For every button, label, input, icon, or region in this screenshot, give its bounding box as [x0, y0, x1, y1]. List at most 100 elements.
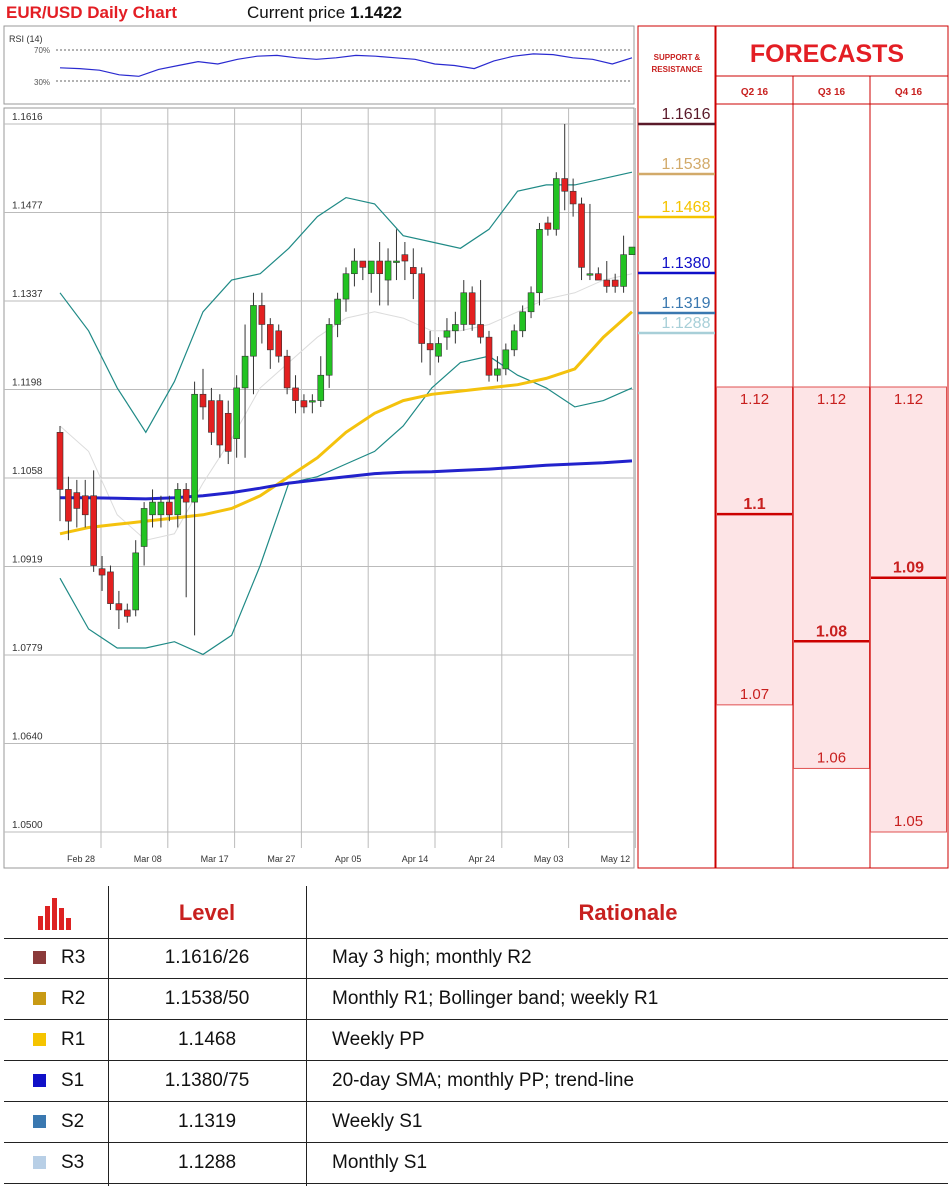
- y-tick-label: 1.1616: [12, 112, 43, 123]
- table-header: Level Rationale: [4, 886, 948, 939]
- level-value: 1.1288: [177, 1152, 237, 1173]
- candle-body: [620, 254, 627, 287]
- quarter-label: Q4 16: [895, 87, 923, 98]
- bar-chart-icon: [38, 898, 71, 930]
- chart-title: EUR/USD Daily Chart: [6, 3, 177, 22]
- y-tick-label: 1.1058: [12, 466, 43, 477]
- candle-body: [107, 571, 114, 604]
- candle-body: [494, 368, 501, 376]
- candle-body: [275, 330, 283, 357]
- forecast-range-box: [870, 386, 947, 833]
- candle-body: [317, 374, 325, 401]
- forecast-columns: Q2 16 1.12 1.1 1.07 Q3 16 1.12 1.08 1.06 Q4 16 1.…: [716, 76, 947, 868]
- rsi-line: [59, 53, 633, 77]
- candle-body: [199, 393, 207, 408]
- eurusd-chart: RSI (14) 70% 30% 1.1616 1.1477 1.1337 1.119…: [3, 25, 949, 869]
- candle-body: [468, 292, 476, 325]
- candle-body: [359, 260, 367, 268]
- candle-body: [81, 495, 89, 516]
- table-row: S3 1.1288 Monthly S1: [4, 1143, 948, 1184]
- candle-body: [258, 305, 266, 325]
- candle-body: [367, 260, 375, 275]
- candle-body: [477, 324, 484, 338]
- level-name: S3: [61, 1152, 85, 1173]
- candle-body: [401, 254, 409, 262]
- level-rationale: May 3 high; monthly R2: [332, 947, 532, 968]
- forecast-range-box: [716, 386, 793, 706]
- level-color-swatch: [33, 1156, 46, 1169]
- indicators: [59, 171, 633, 656]
- candle-body: [132, 552, 140, 611]
- sma50-line: [59, 310, 633, 536]
- candle-body: [376, 260, 383, 275]
- candle-body: [544, 222, 552, 230]
- level-name: R3: [61, 947, 86, 968]
- rsi-level-30: 30%: [34, 78, 50, 87]
- level-name: S1: [61, 1070, 85, 1091]
- forecast-high: 1.12: [740, 391, 769, 408]
- candle-body: [149, 501, 156, 516]
- header-rationale: Rationale: [578, 900, 678, 925]
- candle-body: [351, 260, 358, 275]
- candle-body: [485, 336, 493, 376]
- candle-body: [191, 393, 198, 503]
- level-rationale: Monthly S1: [332, 1152, 428, 1173]
- table-row: R1 1.1468 Weekly PP: [4, 1020, 948, 1061]
- candle-body: [123, 609, 131, 617]
- y-tick-label: 1.1337: [12, 289, 43, 300]
- table-row: R3 1.1616/26 May 3 high; monthly R2: [4, 938, 948, 979]
- rsi-label: RSI (14): [9, 34, 43, 44]
- level-color-swatch: [33, 992, 46, 1005]
- candle-body: [342, 273, 350, 300]
- level-rationale: Weekly PP: [332, 1029, 425, 1050]
- col-divider-2: [306, 886, 307, 1186]
- level-value: 1.1616/26: [164, 947, 250, 968]
- candle-body: [292, 387, 299, 401]
- candle-body: [569, 190, 577, 205]
- level-color-swatch: [33, 951, 46, 964]
- sr-levels: 1.1616 1.1538 1.1468 1.1380 1.1319 1.1288: [638, 106, 715, 335]
- forecast-low: 1.07: [740, 686, 769, 703]
- level-value: 1.1468: [177, 1029, 237, 1050]
- sr-panel: [637, 25, 716, 869]
- x-tick-label: Apr 14: [402, 854, 429, 864]
- candle-body: [586, 273, 594, 276]
- candle-body: [250, 305, 257, 357]
- level-name: R1: [61, 1029, 86, 1050]
- sr-title-line2: RESISTANCE: [652, 65, 704, 74]
- candle-body: [393, 260, 400, 263]
- level-value: 1.1538/50: [164, 988, 250, 1009]
- candle-body: [182, 489, 190, 503]
- forecast-high: 1.12: [817, 391, 846, 408]
- candle-body: [325, 324, 333, 376]
- bollinger-upper-line: [59, 171, 633, 434]
- forecast-range-box: [793, 386, 870, 769]
- price-plot: [3, 107, 635, 869]
- quarter-label: Q3 16: [818, 87, 846, 98]
- x-axis: Feb 28 Mar 08 Mar 17 Mar 27 Apr 05 Apr 14 Apr …: [67, 854, 630, 864]
- candle-body: [224, 412, 232, 452]
- candle-body: [115, 603, 123, 611]
- sr-level-value: 1.1538: [662, 156, 711, 173]
- level-rationale: Weekly S1: [332, 1111, 423, 1132]
- candle-body: [510, 330, 518, 351]
- table-row: R2 1.1538/50 Monthly R1; Bollinger band; w…: [4, 979, 948, 1020]
- candle-body: [73, 492, 81, 509]
- x-tick-label: Feb 28: [67, 854, 95, 864]
- candle-body: [628, 246, 636, 255]
- header-level: Level: [178, 900, 236, 925]
- candle-body: [216, 400, 224, 446]
- sr-level-value: 1.1468: [662, 199, 711, 216]
- forecast-low: 1.06: [817, 749, 846, 766]
- level-value: 1.1319: [177, 1111, 237, 1132]
- candle-body: [65, 489, 72, 522]
- candle-body: [536, 229, 543, 294]
- candle-body: [90, 495, 97, 566]
- quarter-label: Q2 16: [741, 87, 769, 98]
- y-tick-label: 1.0500: [12, 820, 43, 831]
- candle-body: [611, 279, 619, 287]
- candle-body: [460, 292, 468, 325]
- candle-body: [300, 400, 308, 408]
- candle-body: [409, 267, 417, 275]
- rsi-level-70: 70%: [34, 46, 50, 55]
